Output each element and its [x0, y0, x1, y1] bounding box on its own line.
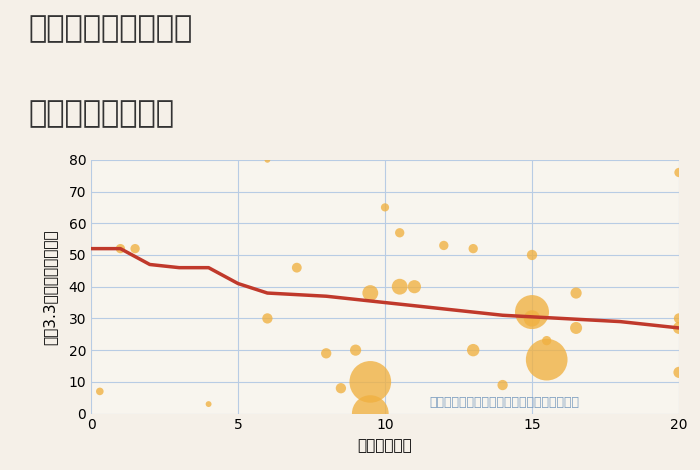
Point — [394, 229, 405, 236]
Point — [409, 283, 420, 290]
Point — [203, 400, 214, 408]
Point — [570, 324, 582, 332]
Point — [438, 242, 449, 249]
Point — [115, 245, 126, 252]
Point — [673, 315, 685, 322]
Point — [262, 315, 273, 322]
Point — [526, 315, 538, 322]
Point — [335, 384, 346, 392]
Point — [291, 264, 302, 271]
X-axis label: 駅距離（分）: 駅距離（分） — [358, 438, 412, 453]
Point — [497, 381, 508, 389]
Text: 駅距離別土地価格: 駅距離別土地価格 — [28, 99, 174, 128]
Point — [365, 410, 376, 417]
Point — [526, 308, 538, 316]
Point — [130, 245, 141, 252]
Point — [365, 290, 376, 297]
Point — [468, 245, 479, 252]
Point — [321, 350, 332, 357]
Point — [350, 346, 361, 354]
Point — [262, 156, 273, 164]
Point — [468, 346, 479, 354]
Point — [673, 324, 685, 332]
Point — [94, 388, 106, 395]
Point — [365, 378, 376, 385]
Point — [394, 283, 405, 290]
Y-axis label: 坪（3.3㎡）単価（万円）: 坪（3.3㎡）単価（万円） — [43, 229, 57, 345]
Point — [541, 337, 552, 345]
Text: 円の大きさは、取引のあった物件面積を示す: 円の大きさは、取引のあった物件面積を示す — [429, 396, 579, 409]
Point — [379, 204, 391, 211]
Point — [541, 356, 552, 363]
Point — [526, 251, 538, 258]
Point — [570, 290, 582, 297]
Text: 奈良県奈良市杏町の: 奈良県奈良市杏町の — [28, 14, 192, 43]
Point — [673, 368, 685, 376]
Point — [673, 169, 685, 176]
